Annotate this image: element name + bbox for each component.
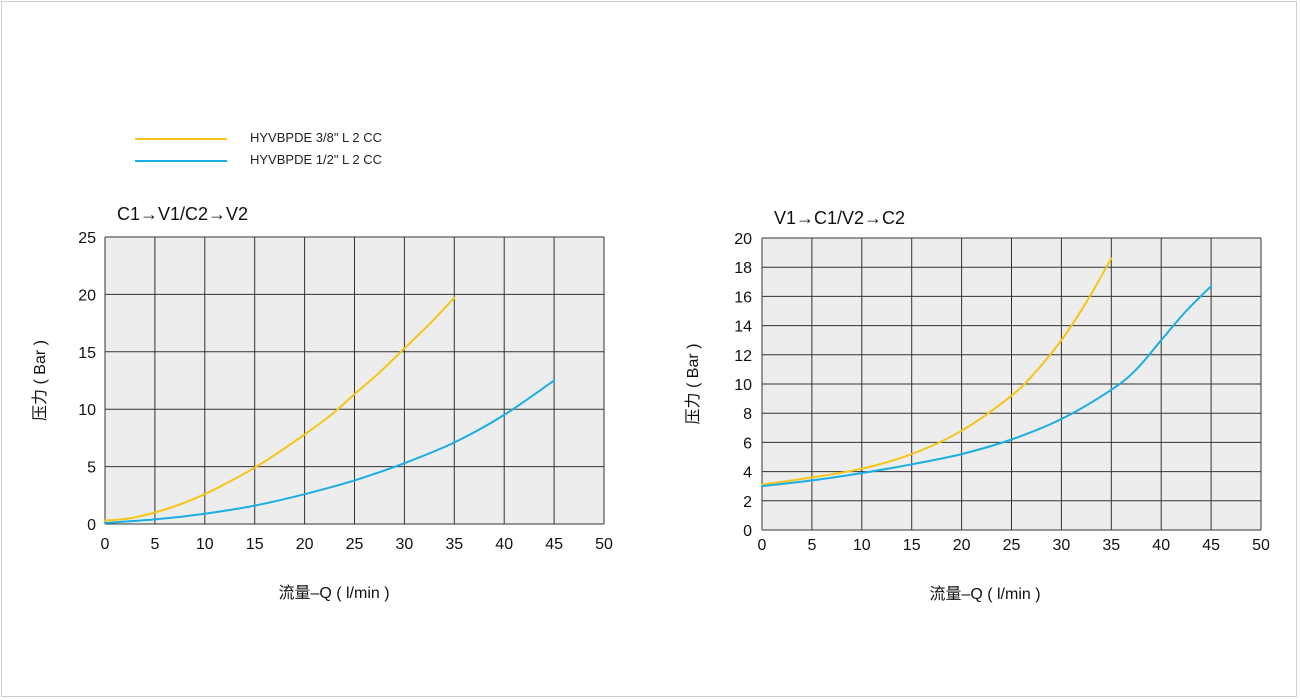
y-tick-label: 15 xyxy=(78,345,96,362)
y-axis-label: 压力 ( Bar ) xyxy=(684,344,702,425)
x-tick-label: 50 xyxy=(595,536,613,553)
x-tick-label: 45 xyxy=(1202,537,1220,554)
x-tick-label: 15 xyxy=(246,536,264,553)
y-tick-label: 6 xyxy=(743,435,752,452)
x-tick-label: 30 xyxy=(396,536,414,553)
x-tick-label: 35 xyxy=(1102,537,1120,554)
y-tick-label: 14 xyxy=(734,319,752,336)
y-tick-label: 25 xyxy=(78,230,96,247)
legend-label-1-2: HYVBPDE 1/2" L 2 CC xyxy=(250,152,383,167)
y-tick-label: 10 xyxy=(734,377,752,394)
chart-title: V1→C1/V2→C2 xyxy=(774,208,905,228)
y-tick-label: 16 xyxy=(734,289,752,306)
y-tick-label: 18 xyxy=(734,260,752,277)
x-tick-label: 5 xyxy=(807,537,816,554)
series-line-3-8 xyxy=(104,296,456,522)
y-tick-label: 10 xyxy=(78,402,96,419)
x-axis-label: 流量–Q ( l/min ) xyxy=(278,584,389,602)
series-line-3-8 xyxy=(761,257,1113,486)
y-axis-label: 压力 ( Bar ) xyxy=(31,340,49,421)
x-tick-label: 0 xyxy=(758,537,767,554)
x-tick-label: 40 xyxy=(495,536,513,553)
legend-swatch-3-8 xyxy=(135,138,227,140)
x-tick-label: 25 xyxy=(1003,537,1021,554)
y-tick-label: 8 xyxy=(743,406,752,423)
x-axis-label: 流量–Q ( l/min ) xyxy=(929,585,1040,603)
series-line-1-2 xyxy=(761,285,1213,488)
x-tick-label: 40 xyxy=(1152,537,1170,554)
x-tick-label: 15 xyxy=(903,537,921,554)
y-tick-label: 0 xyxy=(87,517,96,534)
x-tick-label: 35 xyxy=(445,536,463,553)
legend-swatch-1-2 xyxy=(135,160,227,162)
chart-title: C1→V1/C2→V2 xyxy=(117,204,248,224)
y-tick-label: 12 xyxy=(734,348,752,365)
x-tick-label: 20 xyxy=(953,537,971,554)
legend-label-3-8: HYVBPDE 3/8" L 2 CC xyxy=(250,130,383,145)
x-tick-label: 20 xyxy=(296,536,314,553)
x-tick-label: 5 xyxy=(150,536,159,553)
x-tick-label: 45 xyxy=(545,536,563,553)
x-tick-label: 30 xyxy=(1053,537,1071,554)
x-tick-label: 0 xyxy=(101,536,110,553)
y-tick-label: 2 xyxy=(743,494,752,511)
y-tick-label: 4 xyxy=(743,465,752,482)
x-tick-label: 10 xyxy=(853,537,871,554)
x-tick-label: 50 xyxy=(1252,537,1270,554)
chart-2: 0 5 10 15 20 25 30 35 40 45 50 0 2 4 6 8 10 12 14 16 18 20 V1→… xyxy=(684,208,1270,603)
y-tick-label: 0 xyxy=(743,523,752,540)
series-line-1-2 xyxy=(104,379,556,524)
chart-1: 0 5 10 15 20 25 30 35 40 45 50 0 5 10 15 20 25 C1→V1/C2→V… xyxy=(31,204,613,602)
x-tick-label: 10 xyxy=(196,536,214,553)
y-tick-label: 5 xyxy=(87,460,96,477)
y-tick-label: 20 xyxy=(734,231,752,248)
y-tick-label: 20 xyxy=(78,287,96,304)
x-tick-label: 25 xyxy=(346,536,364,553)
